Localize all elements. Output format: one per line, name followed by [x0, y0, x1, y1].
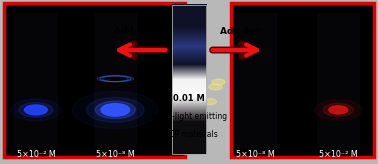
Bar [172, 5, 206, 154]
Circle shape [72, 91, 158, 129]
Text: 5×10⁻⁸ M: 5×10⁻⁸ M [96, 151, 135, 159]
Circle shape [212, 79, 225, 85]
Circle shape [209, 84, 222, 90]
Circle shape [87, 97, 144, 122]
Circle shape [11, 99, 61, 121]
Text: 5×10⁻² M: 5×10⁻² M [319, 151, 358, 159]
Text: 0.01 M: 0.01 M [173, 94, 205, 103]
Circle shape [25, 105, 47, 115]
Bar [234, 13, 277, 148]
Text: white-light emitting: white-light emitting [151, 112, 227, 121]
Circle shape [101, 104, 130, 116]
Bar [231, 3, 374, 157]
Text: 5×10⁻² M: 5×10⁻² M [17, 151, 55, 159]
Circle shape [329, 106, 348, 114]
Circle shape [314, 100, 362, 120]
Bar [4, 3, 185, 157]
Bar [316, 13, 360, 148]
Circle shape [154, 99, 167, 105]
Circle shape [19, 102, 53, 117]
Text: Add Ag⁺: Add Ag⁺ [220, 27, 260, 36]
Text: 5×10⁻⁸ M: 5×10⁻⁸ M [236, 151, 274, 159]
Bar [93, 13, 137, 148]
Circle shape [323, 103, 353, 116]
Text: Add Mn²⁺: Add Mn²⁺ [115, 27, 161, 36]
Circle shape [95, 101, 135, 119]
Circle shape [165, 79, 179, 85]
Text: LnCP materials: LnCP materials [160, 130, 218, 139]
Bar [14, 13, 57, 148]
Circle shape [146, 84, 160, 90]
Circle shape [203, 99, 217, 105]
